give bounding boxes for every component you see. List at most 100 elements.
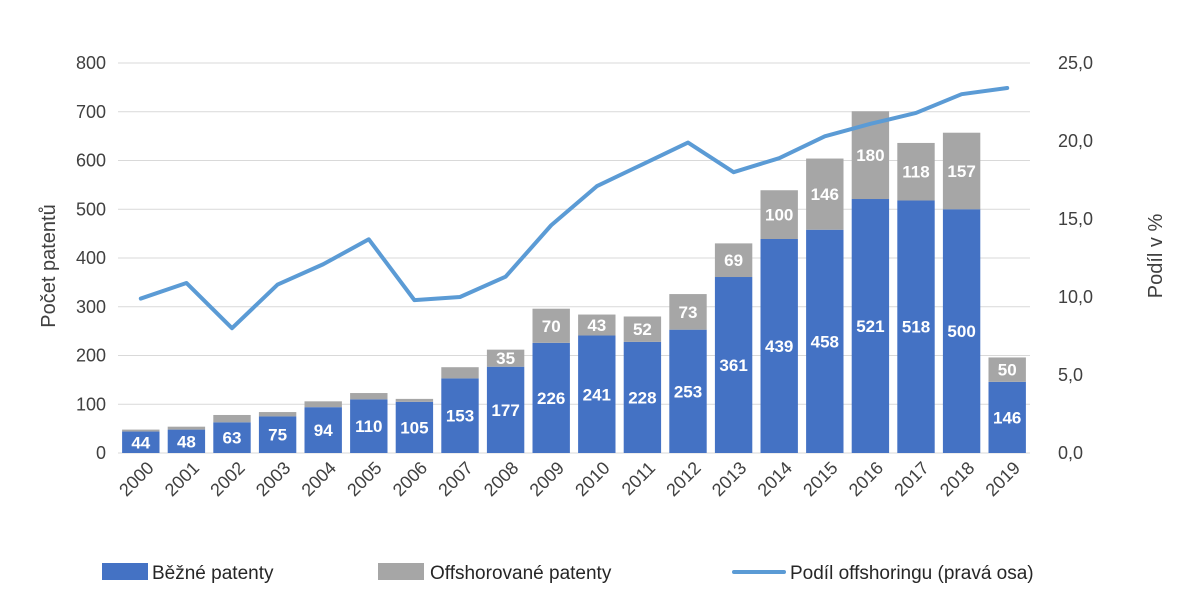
x-tick-label: 2018 — [936, 458, 978, 500]
left-tick-label: 300 — [76, 297, 106, 317]
bar-offshored — [122, 429, 160, 432]
bar-offshored — [167, 426, 206, 430]
bar-regular-label: 177 — [491, 401, 519, 420]
right-tick-label: 0,0 — [1058, 443, 1083, 463]
legend-label-share: Podíl offshoringu (pravá osa) — [790, 563, 1034, 584]
bar-regular — [395, 401, 434, 453]
right-tick-label: 25,0 — [1058, 53, 1093, 73]
bar-regular-label: 48 — [177, 432, 196, 451]
bar-offshored — [532, 308, 570, 343]
legend-label-offshored: Offshorované patenty — [430, 563, 612, 584]
bar-regular — [669, 329, 707, 453]
bar-offshored-label: 52 — [633, 320, 652, 339]
bars — [122, 111, 1026, 453]
bar-offshored-label: 118 — [902, 163, 929, 182]
right-tick-label: 10,0 — [1058, 287, 1093, 307]
bar-regular-label: 518 — [902, 318, 930, 337]
bar-offshored — [806, 158, 844, 230]
bar-regular-label: 44 — [131, 433, 150, 452]
bar-regular-label: 146 — [993, 408, 1021, 427]
bar-offshored — [623, 316, 662, 342]
bar-regular — [578, 335, 616, 453]
bar-regular-label: 94 — [314, 421, 333, 440]
bar-offshored — [258, 412, 297, 417]
x-tick-label: 2011 — [618, 458, 660, 500]
bar-regular-label: 241 — [583, 385, 611, 404]
bar-offshored — [213, 414, 251, 423]
x-tick-label: 2019 — [982, 458, 1024, 500]
bar-offshored — [350, 393, 388, 400]
bar-offshored-label: 180 — [856, 146, 884, 165]
bar-offshored-label: 69 — [724, 251, 743, 270]
bar-regular — [714, 277, 753, 453]
bar-regular — [760, 238, 798, 453]
bar-offshored-label: 43 — [587, 316, 606, 335]
left-tick-label: 700 — [76, 102, 106, 122]
bar-regular-label: 226 — [537, 389, 565, 408]
bar-offshored — [486, 349, 525, 367]
bar-offshored — [441, 367, 479, 379]
bar-offshored — [988, 357, 1026, 382]
bar-regular — [988, 381, 1026, 453]
bar-regular — [532, 342, 570, 453]
bar-offshored — [578, 314, 616, 336]
bar-offshored-label: 35 — [496, 349, 515, 368]
bar-regular-label: 105 — [400, 418, 428, 437]
bar-regular — [806, 229, 844, 453]
bar-offshored-label: 100 — [765, 206, 793, 225]
bar-regular-label: 153 — [446, 407, 474, 426]
bar-regular — [623, 341, 662, 453]
bar-regular — [350, 399, 388, 453]
legend-swatch-offshored — [378, 563, 424, 580]
x-tick-label: 2007 — [434, 458, 476, 500]
bar-regular — [213, 422, 251, 453]
left-tick-label: 0 — [96, 443, 106, 463]
share-line-layer — [138, 85, 1010, 331]
x-tick-label: 2003 — [252, 458, 294, 500]
bar-regular-label: 228 — [628, 388, 656, 407]
bar-regular-label: 361 — [719, 356, 747, 375]
bar-regular-label: 500 — [947, 322, 975, 341]
left-tick-label: 400 — [76, 248, 106, 268]
left-tick-label: 500 — [76, 199, 106, 219]
x-tick-label: 2016 — [845, 458, 887, 500]
bar-regular — [304, 407, 342, 453]
bar-regular-label: 521 — [856, 317, 884, 336]
bar-regular — [167, 429, 206, 453]
x-tick-label: 2005 — [343, 458, 385, 500]
legend-swatch-regular — [102, 563, 148, 580]
x-tick-label: 2000 — [115, 458, 157, 500]
legend-label-regular: Běžné patenty — [152, 563, 274, 584]
bar-offshored — [714, 243, 753, 278]
bar-offshored-label: 73 — [679, 303, 698, 322]
bar-regular-label: 458 — [811, 332, 839, 351]
x-tick-label: 2017 — [890, 458, 932, 500]
bar-offshored — [304, 401, 342, 408]
data-labels: 44 48 63 75 94 110 105 153 177 35 226 70 241 43 228 52 2… — [131, 146, 1021, 452]
x-tick-label: 2004 — [298, 458, 340, 500]
x-tick-label: 2012 — [662, 458, 704, 500]
x-tick-label: 2014 — [754, 458, 796, 500]
bar-regular-label: 63 — [223, 429, 242, 448]
bar-offshored — [669, 294, 707, 330]
x-tick-label: 2001 — [161, 458, 203, 500]
bar-regular — [258, 416, 297, 453]
bar-offshored — [897, 142, 935, 201]
right-tick-label: 20,0 — [1058, 131, 1093, 151]
left-axis-title: Počet patentů — [38, 204, 60, 327]
left-tick-label: 600 — [76, 151, 106, 171]
x-tick-label: 2013 — [708, 458, 750, 500]
bar-regular — [851, 199, 890, 453]
x-tick-label: 2010 — [571, 458, 613, 500]
right-tick-label: 5,0 — [1058, 365, 1083, 385]
left-tick-label: 800 — [76, 53, 106, 73]
right-axis-title: Podíl v % — [1145, 214, 1167, 299]
x-tick-label: 2015 — [799, 458, 841, 500]
bar-offshored-label: 146 — [811, 185, 839, 204]
bar-offshored — [395, 398, 434, 402]
bar-regular — [942, 209, 981, 453]
bar-regular — [122, 431, 160, 453]
bar-regular — [441, 378, 479, 453]
